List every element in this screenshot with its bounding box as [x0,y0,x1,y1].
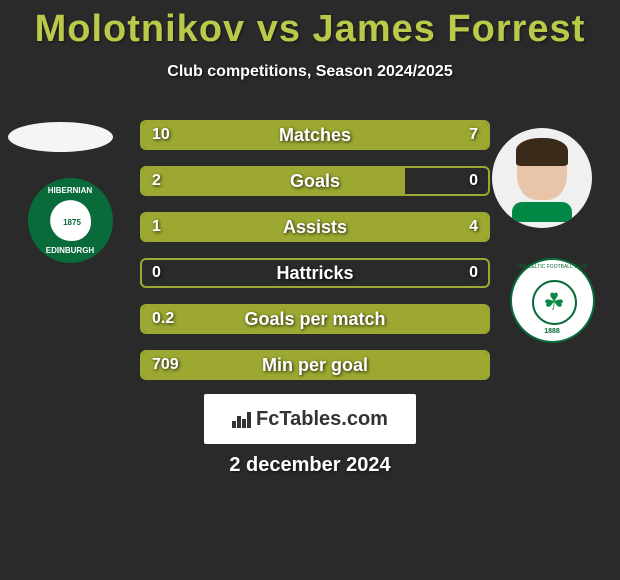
stat-right-value: 0 [469,260,478,286]
club-right-badge: ☘ [502,258,602,343]
stat-row-matches: 10 Matches 7 [140,120,490,150]
stat-row-gpm: 0.2 Goals per match [140,304,490,334]
stat-row-mpg: 709 Min per goal [140,350,490,380]
stat-label: Goals [142,168,488,194]
hibernian-year: 1875 [54,204,91,241]
brand-text: FcTables.com [256,408,388,431]
bar-chart-icon [232,410,254,428]
clover-icon: ☘ [543,288,565,317]
comparison-infographic: Molotnikov vs James Forrest Club competi… [0,0,620,580]
stats-bars: 10 Matches 7 2 Goals 0 1 Assists 4 0 Hat… [140,120,490,396]
stat-right-value: 7 [469,122,478,148]
stat-row-assists: 1 Assists 4 [140,212,490,242]
stat-label: Hattricks [142,260,488,286]
infographic-date: 2 december 2024 [0,454,620,477]
player-right-avatar [492,128,592,228]
stat-label: Assists [142,214,488,240]
stat-right-value: 4 [469,214,478,240]
player-left-avatar [8,122,113,152]
page-subtitle: Club competitions, Season 2024/2025 [0,63,620,81]
club-left-badge: 1875 [20,178,120,263]
hibernian-logo: 1875 [28,178,113,263]
celtic-logo: ☘ [510,258,595,343]
stat-label: Min per goal [142,352,488,378]
stat-label: Matches [142,122,488,148]
page-title: Molotnikov vs James Forrest [0,0,620,51]
stat-row-hattricks: 0 Hattricks 0 [140,258,490,288]
stat-row-goals: 2 Goals 0 [140,166,490,196]
stat-right-value: 0 [469,168,478,194]
stat-label: Goals per match [142,306,488,332]
brand-logo: FcTables.com [204,394,416,444]
